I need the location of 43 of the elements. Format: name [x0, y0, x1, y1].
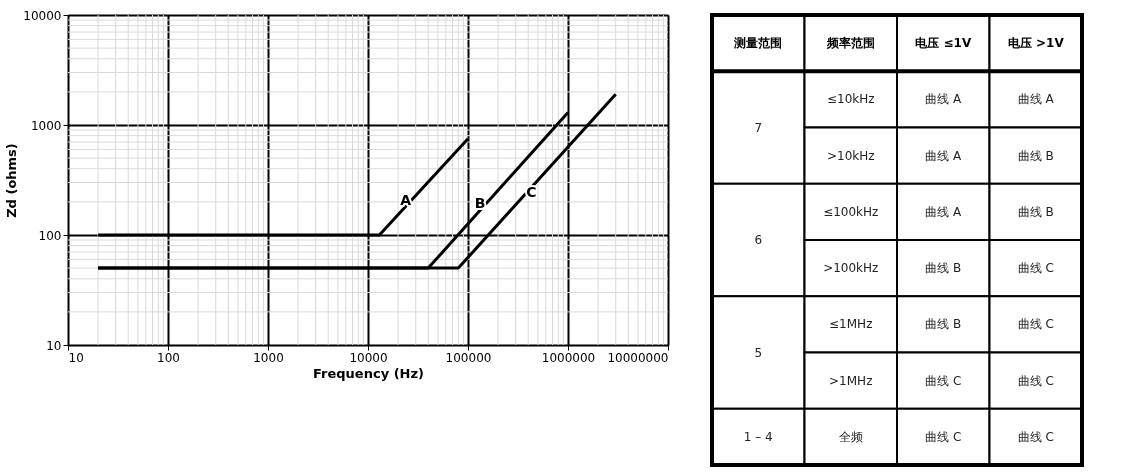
- x-tick-label: 1000000: [541, 350, 596, 365]
- text: 曲线 C: [1017, 429, 1054, 444]
- text: 曲线 C: [925, 429, 962, 444]
- series-label: B: [474, 195, 486, 212]
- text: 曲线 A: [925, 148, 962, 163]
- text: 曲线 A: [925, 92, 962, 107]
- category-label: 5: [754, 345, 763, 360]
- text: 曲线 C: [1017, 261, 1054, 276]
- text: 曲线 B: [1017, 204, 1054, 219]
- text: >1MHz: [829, 373, 873, 388]
- category-label: 电压 ≤1V: [915, 36, 972, 51]
- x-tick-label: 10000: [349, 350, 388, 365]
- y-tick-label: 100: [38, 228, 62, 243]
- text: 曲线 C: [1017, 373, 1054, 388]
- text: 曲线 B: [925, 317, 962, 332]
- category-label: 1 – 4: [743, 429, 773, 444]
- text: 全频: [838, 429, 863, 444]
- x-axis-title: Frequency (Hz): [313, 365, 424, 381]
- x-tick-label: 1000: [253, 350, 284, 365]
- text: >10kHz: [826, 148, 875, 163]
- text: 曲线 A: [1017, 92, 1054, 107]
- x-tick-label: 100000: [445, 350, 492, 365]
- text: 曲线 C: [925, 373, 962, 388]
- text: 曲线 B: [925, 261, 962, 276]
- text: 曲线 B: [1017, 148, 1054, 163]
- category-label: 6: [754, 233, 763, 247]
- category-label: 7: [754, 120, 763, 135]
- category-label: 测量范围: [733, 36, 783, 51]
- text: >100kHz: [823, 261, 879, 276]
- y-tick-label: 10000: [23, 8, 62, 23]
- y-axis-title: Zd (ohms): [4, 143, 20, 218]
- x-tick-label: 100: [157, 350, 180, 365]
- text: ≤100kHz: [823, 204, 879, 219]
- text: 曲线 C: [1017, 317, 1054, 332]
- text: ≤1MHz: [829, 317, 873, 332]
- category-label: 电压 >1V: [1007, 36, 1065, 51]
- text: 曲线 A: [925, 204, 962, 219]
- text: ≤10kHz: [826, 92, 875, 107]
- y-tick-label: 1000: [30, 118, 62, 133]
- x-tick-label: 10: [68, 350, 84, 365]
- category-label: 频率范围: [825, 36, 875, 51]
- x-tick-label: 10000000: [607, 350, 669, 365]
- y-tick-label: 10: [46, 338, 62, 353]
